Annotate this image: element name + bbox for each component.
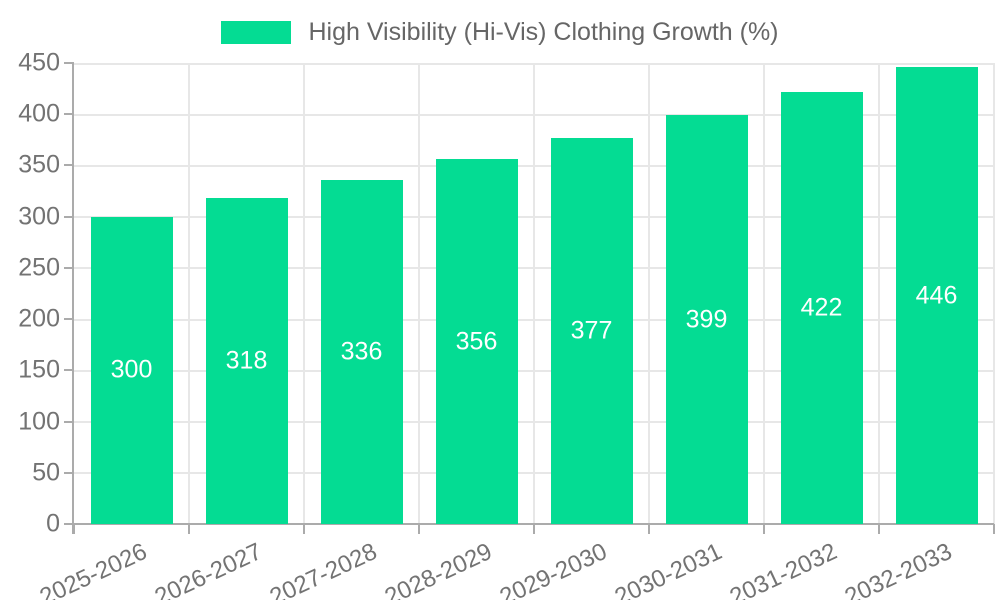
x-axis-line	[64, 523, 994, 525]
y-axis-tick-label: 200	[18, 304, 60, 333]
bar	[665, 115, 748, 524]
y-axis-tick-label: 400	[18, 99, 60, 128]
v-gridline	[188, 63, 190, 524]
y-axis-tick	[64, 62, 74, 64]
v-gridline	[533, 63, 535, 524]
legend-label: High Visibility (Hi-Vis) Clothing Growth…	[308, 18, 779, 46]
y-axis-tick	[64, 318, 74, 321]
y-axis-tick-label: 100	[18, 407, 60, 436]
y-axis-tick-label: 150	[18, 355, 60, 384]
x-axis-category-label: 2031-2032	[725, 538, 841, 600]
y-axis-tick-label: 350	[18, 150, 60, 179]
x-axis-tick	[303, 524, 305, 534]
y-axis-tick-label: 250	[18, 253, 60, 282]
bar	[320, 179, 403, 524]
x-axis-category-label: 2025-2026	[35, 538, 151, 600]
v-gridline	[993, 63, 995, 524]
bar	[550, 137, 633, 524]
bar-value-label: 356	[455, 327, 498, 356]
bar-value-label: 336	[340, 337, 383, 366]
x-axis-tick	[418, 524, 420, 534]
y-axis-tick-label: 50	[32, 458, 60, 487]
y-axis-tick	[64, 266, 74, 269]
bar-value-label: 300	[110, 355, 153, 384]
v-gridline	[648, 63, 650, 524]
y-axis-line	[72, 63, 74, 534]
y-axis-tick-label: 450	[18, 48, 60, 77]
x-axis-category-label: 2032-2033	[840, 538, 956, 600]
y-axis-tick-label: 300	[18, 202, 60, 231]
x-axis-tick	[993, 524, 995, 534]
bar-value-label: 422	[800, 293, 843, 322]
v-gridline	[418, 63, 420, 524]
bar-value-label: 318	[225, 346, 268, 375]
bar-value-label: 399	[685, 305, 728, 334]
y-axis-tick	[64, 471, 74, 474]
y-axis-tick	[64, 113, 74, 116]
x-axis-category-label: 2028-2029	[380, 538, 496, 600]
bar	[90, 216, 173, 524]
x-axis-tick	[188, 524, 190, 534]
x-axis-category-label: 2030-2031	[610, 538, 726, 600]
v-gridline	[303, 63, 305, 524]
x-axis-category-label: 2027-2028	[265, 538, 381, 600]
bar	[895, 67, 978, 524]
y-axis-tick	[64, 215, 74, 218]
x-axis-tick	[648, 524, 650, 534]
bar	[205, 198, 288, 524]
legend-swatch	[221, 21, 292, 44]
bar-value-label: 446	[915, 281, 958, 310]
x-axis-tick	[763, 524, 765, 534]
x-axis-tick	[73, 524, 75, 534]
v-gridline	[763, 63, 765, 524]
x-axis-category-label: 2026-2027	[150, 538, 266, 600]
x-axis-category-label: 2029-2030	[495, 538, 611, 600]
y-axis-tick	[64, 420, 74, 423]
bar	[780, 91, 863, 524]
v-gridline	[878, 63, 880, 524]
y-axis-tick-label: 0	[46, 509, 60, 538]
chart-legend[interactable]: High Visibility (Hi-Vis) Clothing Growth…	[0, 18, 1000, 47]
bar	[435, 159, 518, 524]
x-axis-tick	[533, 524, 535, 534]
bar-value-label: 377	[570, 316, 613, 345]
y-axis-tick	[64, 369, 74, 372]
y-axis-tick	[64, 164, 74, 167]
x-axis-tick	[878, 524, 880, 534]
